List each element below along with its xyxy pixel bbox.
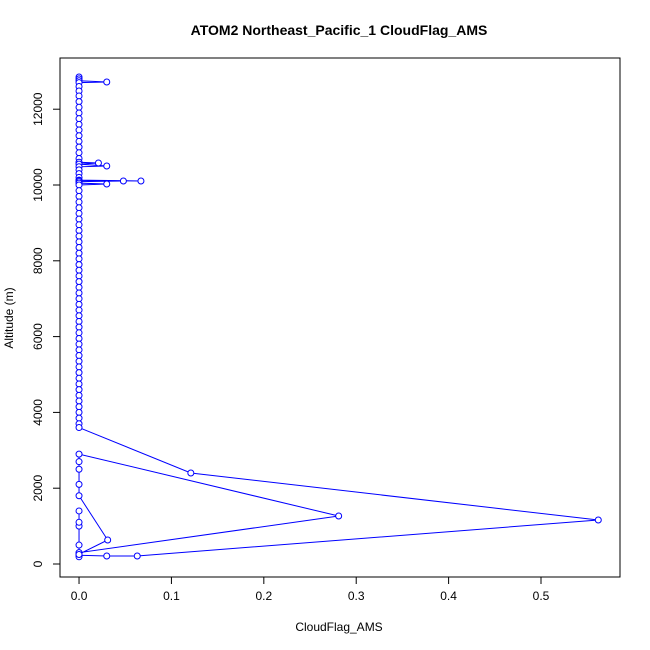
data-point [75,266,83,274]
data-point [75,295,83,303]
data-point [75,226,83,234]
data-point [75,363,83,371]
data-point [75,238,83,246]
data-point [75,278,83,286]
data-point [75,209,83,217]
data-point [75,391,83,399]
x-tick-label: 0.2 [255,589,272,603]
data-point [75,369,83,377]
data-point [103,180,111,188]
data-point [75,450,83,458]
data-point [133,552,141,560]
data-point [75,261,83,269]
data-point [75,300,83,308]
data-point [75,480,83,488]
data-point [75,408,83,416]
data-point [119,177,127,185]
data-point [75,192,83,200]
data-point [75,374,83,382]
data-point [335,512,343,520]
data-point [75,255,83,263]
data-point [75,249,83,257]
data-point [75,340,83,348]
data-point [75,492,83,500]
data-point [75,518,83,526]
data-point [75,414,83,422]
y-tick-label: 6000 [31,323,45,350]
data-point [75,329,83,337]
y-tick-label: 0 [31,560,45,567]
data-point [75,103,83,111]
data-point [75,380,83,388]
data-point [75,132,83,140]
data-point [137,177,145,185]
data-point [75,424,83,432]
data-point [75,323,83,331]
data-point [103,78,111,86]
data-point [75,244,83,252]
data-point [75,109,83,117]
x-tick-label: 0.4 [440,589,457,603]
data-point [75,92,83,100]
data-point [594,516,602,524]
data-point [75,306,83,314]
x-tick-label: 0.0 [71,589,88,603]
data-point [103,162,111,170]
data-point [75,312,83,320]
data-point [75,352,83,360]
chart-title: ATOM2 Northeast_Pacific_1 CloudFlag_AMS [191,22,488,38]
data-point [75,289,83,297]
data-point [75,551,83,559]
data-point [75,465,83,473]
data-point [75,403,83,411]
data-point [75,149,83,157]
y-tick-label: 2000 [31,475,45,502]
data-point [75,115,83,123]
data-point [75,181,83,189]
data-point [75,507,83,515]
data-point [75,357,83,365]
data-point [75,198,83,206]
data-point [75,283,83,291]
data-point [75,317,83,325]
data-point [75,98,83,106]
data-point [94,159,102,167]
x-axis-title: CloudFlag_AMS [295,620,382,634]
y-axis-title: Altitude (m) [2,287,16,348]
data-point [75,541,83,549]
y-tick-label: 4000 [31,399,45,426]
data-point [75,272,83,280]
data-point [103,552,111,560]
data-point [75,120,83,128]
y-tick-label: 10000 [31,168,45,202]
data-point [75,126,83,134]
data-point [75,232,83,240]
x-tick-label: 0.5 [533,589,550,603]
data-point [75,137,83,145]
data-point [75,386,83,394]
data-point [75,187,83,195]
y-tick-label: 8000 [31,247,45,274]
data-point [75,143,83,151]
x-tick-label: 0.1 [163,589,180,603]
data-point [75,215,83,223]
x-tick-label: 0.3 [348,589,365,603]
data-point [75,334,83,342]
data-point [75,397,83,405]
y-tick-label: 12000 [31,92,45,126]
data-point [75,458,83,466]
data-point [75,204,83,212]
data-point [75,346,83,354]
data-point [75,221,83,229]
data-point [104,536,112,544]
data-point [187,469,195,477]
